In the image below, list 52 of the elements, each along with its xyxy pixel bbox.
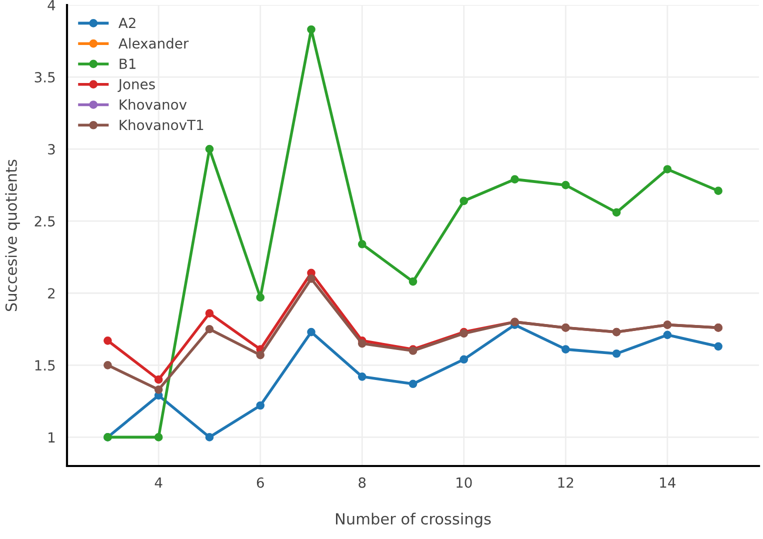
x-tick-label: 12 — [558, 477, 574, 488]
point — [663, 165, 672, 174]
point — [307, 328, 316, 336]
point — [358, 372, 366, 381]
point — [104, 336, 112, 345]
point — [561, 345, 570, 354]
legend-label: A2 — [118, 18, 136, 28]
point — [205, 144, 214, 154]
legend-label: B1 — [120, 58, 136, 69]
point — [256, 350, 265, 360]
point — [714, 342, 722, 351]
point — [612, 349, 621, 358]
x-tick-label: 8 — [358, 477, 366, 488]
point — [205, 309, 214, 318]
y-tick-label: 3 — [48, 144, 55, 155]
point — [205, 433, 214, 442]
x-tick-label: 6 — [256, 477, 264, 488]
point — [154, 375, 163, 384]
point — [460, 355, 468, 364]
x-axis-title: Number of crossings — [336, 512, 491, 528]
point — [104, 360, 112, 370]
y-tick-label: 1 — [48, 432, 55, 442]
point — [510, 175, 519, 184]
point — [256, 401, 265, 410]
y-tick-label: 3.5 — [34, 72, 55, 83]
point — [358, 240, 366, 248]
point — [307, 274, 316, 283]
y-tick-label: 2 — [48, 288, 54, 298]
y-tick-label: 4 — [48, 0, 56, 10]
y-tick-label: 1.5 — [35, 360, 55, 371]
x-tick-label: 14 — [660, 478, 676, 488]
x-tick-label: 4 — [154, 478, 162, 488]
point — [714, 186, 722, 196]
y-axis-title: Succesive quotients — [5, 160, 20, 312]
point — [154, 433, 163, 442]
point — [256, 293, 265, 302]
x-tick-label: 10 — [456, 477, 472, 488]
point — [358, 339, 366, 348]
point — [663, 330, 672, 340]
legend-label: Khovanov — [120, 99, 187, 110]
point — [205, 324, 214, 334]
point — [408, 277, 418, 286]
point — [460, 196, 468, 206]
legend-label: KhovanovT1 — [120, 119, 204, 130]
legend-label: Alexander — [118, 38, 189, 49]
legend-label: Jones — [118, 79, 155, 92]
point — [307, 25, 316, 34]
y-tick-label: 2.5 — [34, 216, 55, 227]
point — [612, 208, 621, 217]
point — [154, 385, 163, 394]
point — [408, 380, 418, 388]
point — [561, 180, 570, 190]
